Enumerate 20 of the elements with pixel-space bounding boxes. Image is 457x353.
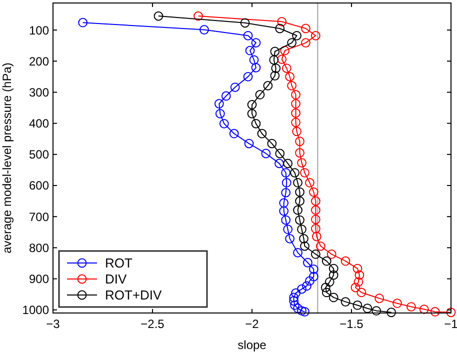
x-tick-label: −1 [444,317,457,331]
legend-label: DIV [105,272,127,287]
y-tick-label: 100 [28,23,50,38]
x-tick-label: −1.5 [340,317,364,331]
x-tick-label: −2.5 [140,317,165,331]
y-tick-label: 400 [28,116,50,131]
y-tick-label: 200 [28,54,50,68]
legend-label: ROT+DIV [105,288,162,303]
x-tick-label: −3 [46,317,60,331]
y-tick-label: 700 [28,210,50,224]
y-axis-title: average model-level pressure (hPa) [0,62,14,254]
y-tick-label: 500 [28,148,50,162]
y-tick-label: 800 [28,240,50,255]
y-tick-label: 900 [28,272,50,286]
y-tick-label: 300 [28,85,50,100]
legend-label: ROT [105,256,132,271]
y-tick-label: 1000 [22,303,50,318]
y-tick-label: 600 [28,178,50,193]
x-axis-title: slope [238,338,267,352]
x-tick-label: −2 [245,317,260,331]
